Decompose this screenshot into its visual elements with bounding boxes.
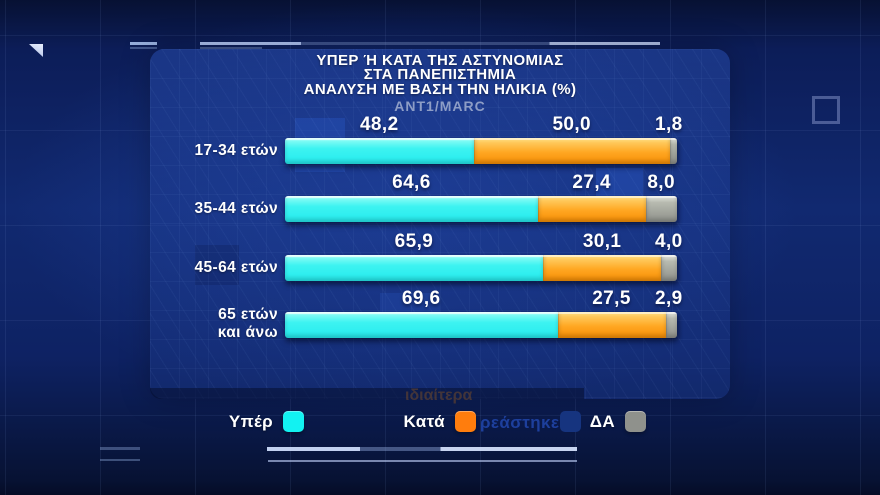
value-label: 50,0 (552, 114, 592, 135)
category-label-line: 65 ετών (218, 306, 278, 323)
bottom-dash-left-1 (100, 447, 140, 450)
legend-swatch-Υπέρ (283, 411, 304, 432)
value-label: 8,0 (647, 172, 675, 193)
chart-title-line-3: ΑΝΑΛΥΣΗ ΜΕ ΒΑΣΗ ΤΗΝ ΗΛΙΚΙΑ (%) (303, 81, 577, 98)
category-label: 45-64 ετών (150, 259, 278, 277)
bar-segment-Κατά (538, 196, 646, 222)
legend-swatch-ΔΑ (625, 411, 646, 432)
top-dash-short (130, 42, 157, 45)
ghost-legend-text: ρεάστηκε (480, 413, 560, 432)
chart-title-line-1: ΥΠΕΡ Ή ΚΑΤΑ ΤΗΣ ΑΣΤΥΝΟΜΙΑΣ (316, 52, 564, 69)
panel-footer-strip (150, 388, 584, 399)
chart-source: ANT1/MARC (394, 98, 486, 114)
value-label: 4,0 (655, 231, 683, 252)
value-label: 48,2 (359, 114, 399, 135)
bottom-line-thin (268, 460, 577, 462)
bar-segment-Υπέρ (285, 196, 539, 222)
bar-segment-Κατά (543, 255, 662, 281)
stacked-bar (285, 138, 677, 164)
bar-segment-Υπέρ (285, 138, 474, 164)
category-label: 65 ετών και άνω (150, 306, 278, 342)
category-label-line: και άνω (217, 324, 278, 341)
category-label: 17-34 ετών (150, 142, 278, 160)
stacked-bar (285, 255, 677, 281)
bar-segment-ΔΑ (645, 196, 677, 222)
bottom-dash-left-2 (100, 459, 140, 461)
legend-label-ΔΑ: ΔΑ (589, 412, 615, 431)
square-outline-icon (812, 96, 840, 124)
value-label: 2,9 (655, 288, 683, 309)
legend-label-Υπέρ: Υπέρ (228, 412, 273, 431)
category-label-line: 17-34 ετών (194, 142, 278, 159)
bar-segment-ΔΑ (669, 138, 677, 164)
chart-panel: ΥΠΕΡ Ή ΚΑΤΑ ΤΗΣ ΑΣΤΥΝΟΜΙΑΣ ΣΤΑ ΠΑΝΕΠΙΣΤΗ… (150, 49, 730, 432)
corner-triangle-icon (29, 44, 43, 57)
bar-segment-ΔΑ (661, 255, 677, 281)
category-label: 35-44 ετών (150, 200, 278, 218)
value-label: 1,8 (655, 114, 683, 135)
value-label: 30,1 (582, 231, 622, 252)
value-label: 27,4 (572, 172, 612, 193)
top-dash-long (200, 42, 660, 45)
value-label: 27,5 (592, 288, 631, 309)
bar-segment-Κατά (557, 312, 666, 338)
ghost-legend-swatch (560, 411, 581, 432)
value-label: 65,9 (394, 231, 434, 252)
bar-segment-ΔΑ (665, 312, 677, 338)
legend-label-Κατά: Κατά (403, 412, 445, 431)
category-label-line: 35-44 ετών (194, 200, 278, 217)
legend-swatch-Κατά (455, 411, 476, 432)
value-label: 69,6 (401, 288, 441, 309)
chart-title-line-2: ΣΤΑ ΠΑΝΕΠΙΣΤΗΜΙΑ (363, 66, 517, 83)
category-label-line: 45-64 ετών (194, 259, 278, 276)
bottom-line-bright (267, 447, 577, 451)
value-label: 64,6 (392, 172, 431, 193)
bar-segment-Κατά (473, 138, 670, 164)
stacked-bar (285, 196, 677, 222)
bar-segment-Υπέρ (285, 312, 558, 338)
stacked-bar (285, 312, 677, 338)
bar-segment-Υπέρ (285, 255, 544, 281)
top-dash-short-2 (130, 47, 157, 49)
